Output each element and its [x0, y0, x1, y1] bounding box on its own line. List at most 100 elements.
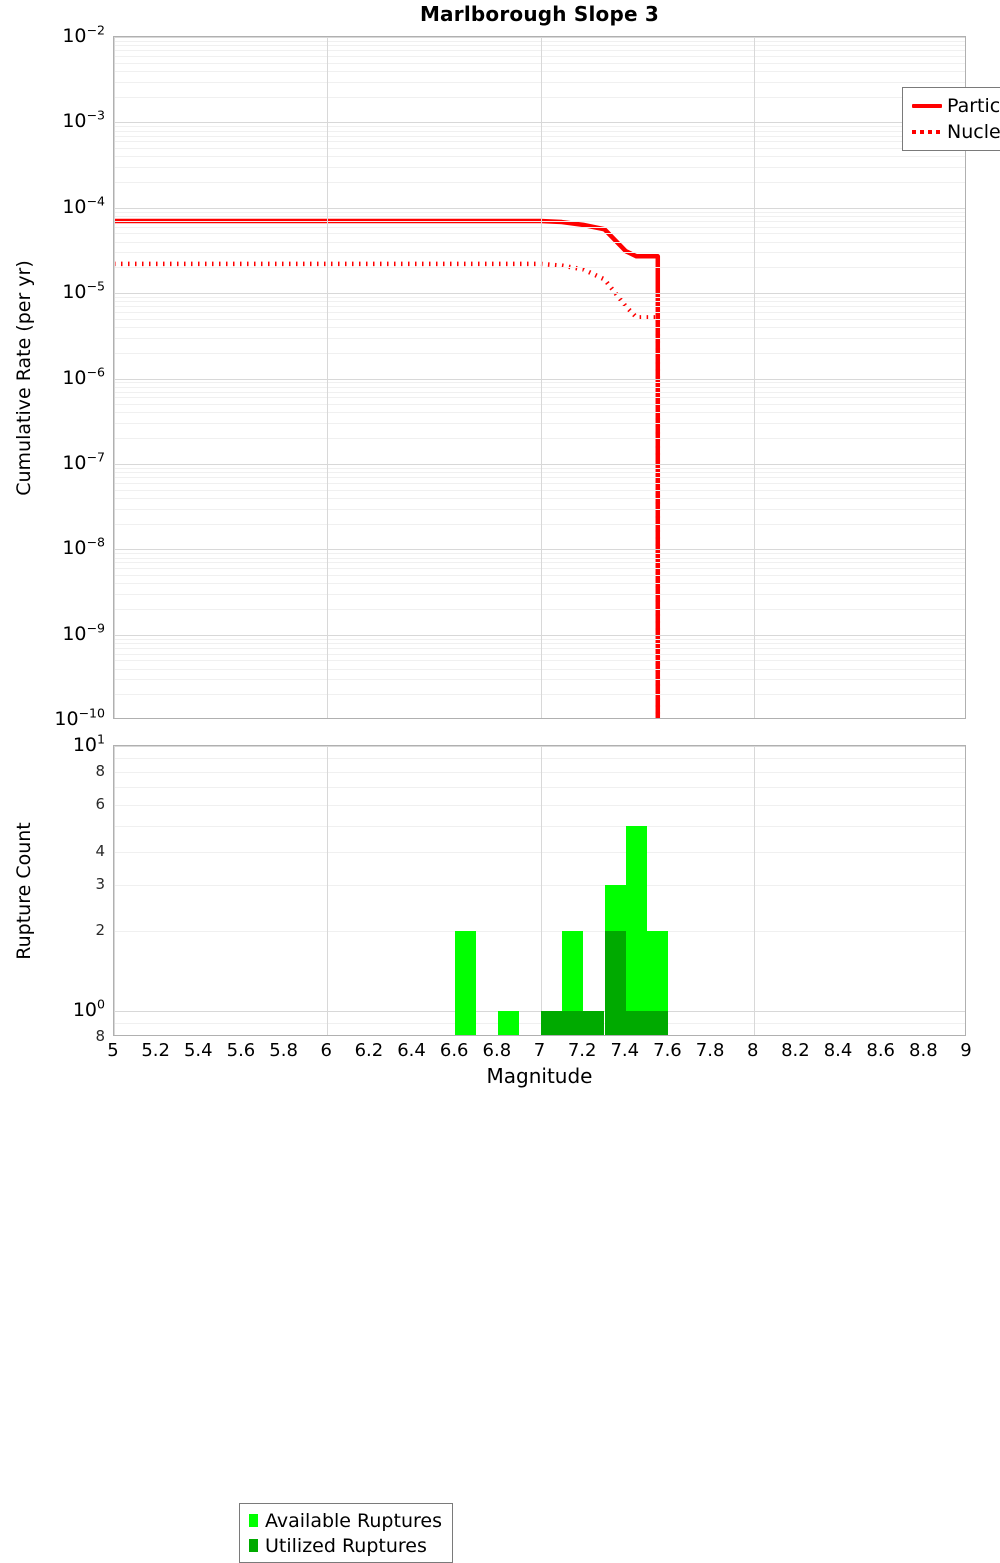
x-tick-label: 8.2	[781, 1040, 810, 1061]
legend-label-nucleation: Nucleation	[944, 121, 1000, 143]
gridline-horizontal	[114, 639, 965, 640]
participation-line-icon	[910, 104, 944, 108]
legend-label-participation: Participation	[944, 95, 1000, 117]
utilized-ruptures-swatch-icon	[246, 1539, 260, 1552]
bottom-plot-y-axis-label: Rupture Count	[13, 822, 35, 960]
gridline-horizontal	[114, 136, 965, 137]
legend-label-available-ruptures: Available Ruptures	[260, 1510, 442, 1532]
x-tick-label: 7.8	[696, 1040, 725, 1061]
legend-item-available-ruptures[interactable]: Available Ruptures	[246, 1508, 442, 1533]
gridline-horizontal	[114, 464, 965, 465]
gridline-vertical	[754, 37, 755, 718]
gridline-horizontal	[114, 772, 965, 773]
gridline-horizontal	[114, 242, 965, 243]
gridline-horizontal	[114, 609, 965, 610]
gridline-horizontal	[114, 167, 965, 168]
gridline-horizontal	[114, 82, 965, 83]
gridline-horizontal	[114, 97, 965, 98]
gridline-horizontal	[114, 319, 965, 320]
bar-utilized-ruptures	[541, 1011, 562, 1035]
y-tick-label: 6	[0, 795, 105, 813]
gridline-horizontal	[114, 297, 965, 298]
legend-label-utilized-ruptures: Utilized Ruptures	[260, 1535, 427, 1557]
gridline-horizontal	[114, 549, 965, 550]
gridline-horizontal	[114, 387, 965, 388]
gridline-horizontal	[114, 126, 965, 127]
gridline-horizontal	[114, 694, 965, 695]
x-tick-label: 5.6	[227, 1040, 256, 1061]
gridline-horizontal	[114, 267, 965, 268]
x-tick-label: 7	[534, 1040, 545, 1061]
gridline-horizontal	[114, 306, 965, 307]
gridline-horizontal	[114, 37, 965, 38]
gridline-horizontal	[114, 404, 965, 405]
x-tick-label: 7.2	[568, 1040, 597, 1061]
bar-utilized-ruptures	[626, 1011, 647, 1035]
gridline-horizontal	[114, 63, 965, 64]
x-tick-label: 6	[321, 1040, 332, 1061]
gridline-horizontal	[114, 122, 965, 123]
x-tick-label: 5	[107, 1040, 118, 1061]
top-plot-axes: Participation Nucleation	[113, 36, 966, 719]
gridline-vertical	[541, 37, 542, 718]
bar-available-ruptures	[626, 826, 647, 1035]
gridline-horizontal	[114, 594, 965, 595]
mfd-curves	[114, 37, 965, 718]
gridline-horizontal	[114, 141, 965, 142]
x-tick-label: 6.6	[440, 1040, 469, 1061]
x-tick-label: 8.6	[866, 1040, 895, 1061]
gridline-horizontal	[114, 568, 965, 569]
bar-utilized-ruptures	[583, 1011, 604, 1035]
gridline-horizontal	[114, 575, 965, 576]
gridline-horizontal	[114, 483, 965, 484]
bottom-plot-axes: Available Ruptures Utilized Ruptures	[113, 745, 966, 1036]
legend-item-utilized-ruptures[interactable]: Utilized Ruptures	[246, 1533, 442, 1558]
gridline-horizontal	[114, 227, 965, 228]
legend-item-nucleation[interactable]: Nucleation	[910, 119, 1000, 145]
gridline-horizontal	[114, 212, 965, 213]
gridline-horizontal	[114, 648, 965, 649]
bar-utilized-ruptures	[605, 931, 626, 1035]
y-tick-label: 10−8	[0, 537, 105, 559]
gridline-horizontal	[114, 826, 965, 827]
gridline-horizontal	[114, 438, 965, 439]
gridline-horizontal	[114, 787, 965, 788]
gridline-horizontal	[114, 312, 965, 313]
x-tick-label: 7.4	[610, 1040, 639, 1061]
gridline-horizontal	[114, 382, 965, 383]
gridline-horizontal	[114, 1011, 965, 1012]
y-tick-label: 10−9	[0, 623, 105, 645]
y-tick-label: 10−2	[0, 25, 105, 47]
gridline-horizontal	[114, 472, 965, 473]
gridline-horizontal	[114, 252, 965, 253]
gridline-horizontal	[114, 71, 965, 72]
x-tick-label: 6.4	[397, 1040, 426, 1061]
gridline-horizontal	[114, 562, 965, 563]
gridline-horizontal	[114, 805, 965, 806]
gridline-horizontal	[114, 208, 965, 209]
gridline-horizontal	[114, 553, 965, 554]
gridline-horizontal	[114, 477, 965, 478]
bar-utilized-ruptures	[562, 1011, 583, 1035]
x-tick-label: 6.2	[355, 1040, 384, 1061]
y-tick-label: 10−4	[0, 196, 105, 218]
x-tick-label: 5.8	[269, 1040, 298, 1061]
gridline-horizontal	[114, 301, 965, 302]
gridline-horizontal	[114, 509, 965, 510]
gridline-vertical	[754, 746, 755, 1035]
gridline-horizontal	[114, 379, 965, 380]
y-tick-label: 100	[0, 999, 105, 1021]
bar-utilized-ruptures	[647, 1011, 668, 1035]
x-axis-label: Magnitude	[113, 1064, 966, 1088]
x-tick-label: 7.6	[653, 1040, 682, 1061]
x-tick-label: 6.8	[483, 1040, 512, 1061]
gridline-horizontal	[114, 233, 965, 234]
legend-item-participation[interactable]: Participation	[910, 93, 1000, 119]
top-plot-legend: Participation Nucleation	[902, 87, 1000, 151]
gridline-vertical	[541, 746, 542, 1035]
gridline-horizontal	[114, 41, 965, 42]
gridline-horizontal	[114, 643, 965, 644]
gridline-horizontal	[114, 56, 965, 57]
available-ruptures-swatch-icon	[246, 1514, 260, 1527]
bar-available-ruptures	[455, 931, 476, 1035]
